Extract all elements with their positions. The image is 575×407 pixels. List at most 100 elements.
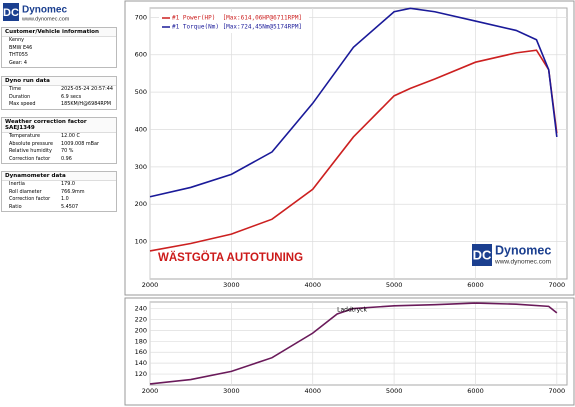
x-tick-label: 6000 <box>467 387 484 395</box>
info-value: 766.9mm <box>61 188 85 195</box>
info-key: Absolute pressure <box>9 140 54 147</box>
info-row: Correction factor 1.0 <box>2 196 116 204</box>
info-value: 2025-05-24 20:57:44 <box>61 86 113 92</box>
y-tick-label: 500 <box>135 88 147 96</box>
info-value: THT055 <box>9 52 28 59</box>
x-tick-label: 4000 <box>304 387 321 395</box>
info-row: Gear: 4 <box>2 60 116 68</box>
info-value: 1.0 <box>61 196 69 203</box>
info-row: THT055 <box>2 52 116 60</box>
x-tick-label: 4000 <box>304 281 321 289</box>
series-label: Laddtryck <box>337 307 367 314</box>
y-tick-label: 240 <box>135 305 147 313</box>
section-title: Dynamometer data <box>2 172 116 181</box>
info-row: Correction factor 0.96 <box>2 156 116 164</box>
x-tick-label: 3000 <box>223 387 240 395</box>
info-value: Gear: 4 <box>9 59 28 66</box>
logo-brand: Dynomec <box>495 243 551 257</box>
chart-frame <box>124 297 575 406</box>
info-section: Customer/Vehicle information Kenny BMW E46… <box>1 27 117 69</box>
x-tick-label: 7000 <box>549 281 566 289</box>
info-key: Ratio <box>9 203 22 210</box>
info-row: Relative humidity 70 % <box>2 148 116 156</box>
info-section: Dynamometer data Inertia 179.0 Roll diamete… <box>1 171 117 213</box>
logo-url: www.dynomec.com <box>494 259 551 266</box>
info-value: 70 % <box>61 148 74 155</box>
info-value: BMW E46 <box>9 44 33 51</box>
y-tick-label: 100 <box>135 238 147 246</box>
x-tick-label: 5000 <box>386 387 403 395</box>
info-value: 6.9 secs <box>61 93 82 100</box>
info-row: Inertia 179.0 <box>2 181 116 189</box>
y-tick-label: 200 <box>135 200 147 208</box>
plot-area <box>149 301 568 386</box>
logo-mark: DC <box>3 7 19 19</box>
sidebar: DC Dynomec www.dynomec.com Customer/Vehi… <box>0 0 119 407</box>
info-key: Time <box>9 86 21 92</box>
logo-mark-bg <box>472 244 492 266</box>
x-tick-label: 6000 <box>467 281 484 289</box>
y-tick-label: 700 <box>135 13 147 21</box>
info-key: Temperature <box>9 133 40 139</box>
info-section: Dyno run data Time 2025-05-24 20:57:44 Dura… <box>1 76 117 110</box>
x-tick-label: 2000 <box>142 387 159 395</box>
y-tick-label: 120 <box>135 370 147 378</box>
info-key: Relative humidity <box>9 148 52 155</box>
info-row: Temperature 12.00 C <box>2 133 116 141</box>
info-value: Kenny <box>9 37 25 43</box>
x-tick-label: 7000 <box>549 387 566 395</box>
legend-label: #1 Torque(Nm) [Max:724,45Nm@5174RPM] <box>172 24 302 31</box>
legend-box <box>159 12 309 33</box>
info-row: BMW E46 <box>2 45 116 53</box>
info-value: 12.00 C <box>61 133 80 139</box>
x-tick-label: 2000 <box>142 281 159 289</box>
info-row: Roll diameter 766.9mm <box>2 189 116 197</box>
logo: DC Dynomec www.dynomec.com <box>3 3 70 22</box>
logo-mark: DC <box>473 247 492 262</box>
y-tick-label: 220 <box>135 315 147 323</box>
logo-mark-bg <box>3 3 19 21</box>
chart-frame <box>124 0 575 296</box>
y-tick-label: 300 <box>135 163 147 171</box>
info-key: Roll diameter <box>9 188 42 195</box>
x-tick-label: 3000 <box>223 281 240 289</box>
section-title: Customer/Vehicle information <box>2 28 116 37</box>
info-key: Correction factor <box>9 196 51 203</box>
info-value: 179.0 <box>61 181 76 187</box>
data-line <box>149 49 558 252</box>
info-key: Max speed <box>9 101 36 108</box>
y-tick-label: 600 <box>135 51 147 59</box>
info-row: Duration 6.9 secs <box>2 94 116 102</box>
info-row: Ratio 5.4507 <box>2 204 116 212</box>
info-value: 5.4507 <box>61 203 79 210</box>
annotation: WÄSTGÖTA AUTOTUNING <box>158 251 303 264</box>
info-value: 185KM/H@6984RPM <box>61 101 111 108</box>
y-tick-label: 200 <box>135 326 147 334</box>
logo-url: www.dynomec.com <box>21 16 70 22</box>
info-row: Max speed 185KM/H@6984RPM <box>2 101 116 109</box>
legend-label: #1 Power(HP) [Max:614,06HP@6711RPM] <box>172 15 302 22</box>
section-title: Dyno run data <box>2 77 116 86</box>
plot-area <box>149 7 568 280</box>
x-tick-label: 5000 <box>386 281 403 289</box>
logo-brand: Dynomec <box>22 5 67 16</box>
chart-logo: DC Dynomec www.dynomec.com <box>472 243 551 266</box>
y-tick-label: 140 <box>135 359 147 367</box>
info-key: Duration <box>9 93 31 100</box>
info-key: Inertia <box>9 181 25 187</box>
info-value: 0.96 <box>61 155 72 162</box>
info-row: Time 2025-05-24 20:57:44 <box>2 86 116 94</box>
info-key: Correction factor <box>9 155 51 162</box>
y-tick-label: 180 <box>135 337 147 345</box>
info-value: 1009.008 mBar <box>61 140 100 147</box>
section-title: Weather correction factor SAEJ1349 <box>2 118 116 133</box>
y-tick-label: 160 <box>135 348 147 356</box>
info-row: Absolute pressure 1009.008 mBar <box>2 141 116 149</box>
data-line <box>149 7 558 198</box>
legend: #1 Power(HP) [Max:614,06HP@6711RPM] #1 To… <box>159 12 309 33</box>
data-line <box>149 302 558 385</box>
y-tick-label: 400 <box>135 125 147 133</box>
info-row: Kenny <box>2 37 116 45</box>
info-section: Weather correction factor SAEJ1349 Temper… <box>1 117 117 165</box>
